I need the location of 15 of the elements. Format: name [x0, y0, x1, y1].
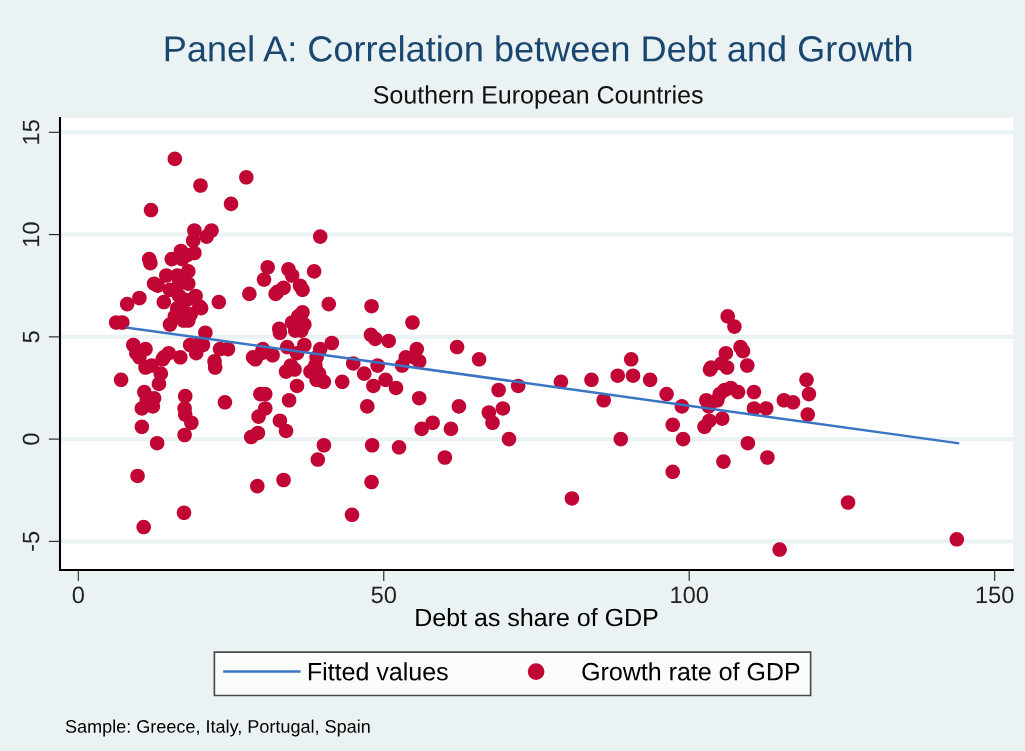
- chart-subtitle: Southern European Countries: [373, 85, 703, 109]
- y-tick-label: -5: [22, 531, 40, 551]
- y-tick-label: 15: [22, 120, 40, 144]
- x-tick-label: 100: [671, 586, 708, 604]
- x-tick-label: 150: [976, 586, 1014, 604]
- chart-title: Panel A: Correlation between Debt and Growth: [165, 35, 912, 62]
- y-tick-label: 0: [22, 433, 40, 445]
- text: Sample: Greece, Italy, Portugal, Spain: [65, 719, 370, 737]
- y-tick-label: 10: [22, 222, 40, 246]
- legend-label: Growth rate of GDP: [582, 662, 800, 681]
- y-tick-label: 5: [22, 331, 40, 343]
- x-tick-label: 0: [72, 586, 84, 604]
- legend-label: Fitted values: [308, 662, 448, 681]
- x-axis-title: Debt as share of GDP: [416, 607, 658, 627]
- x-tick-label: 50: [371, 586, 396, 604]
